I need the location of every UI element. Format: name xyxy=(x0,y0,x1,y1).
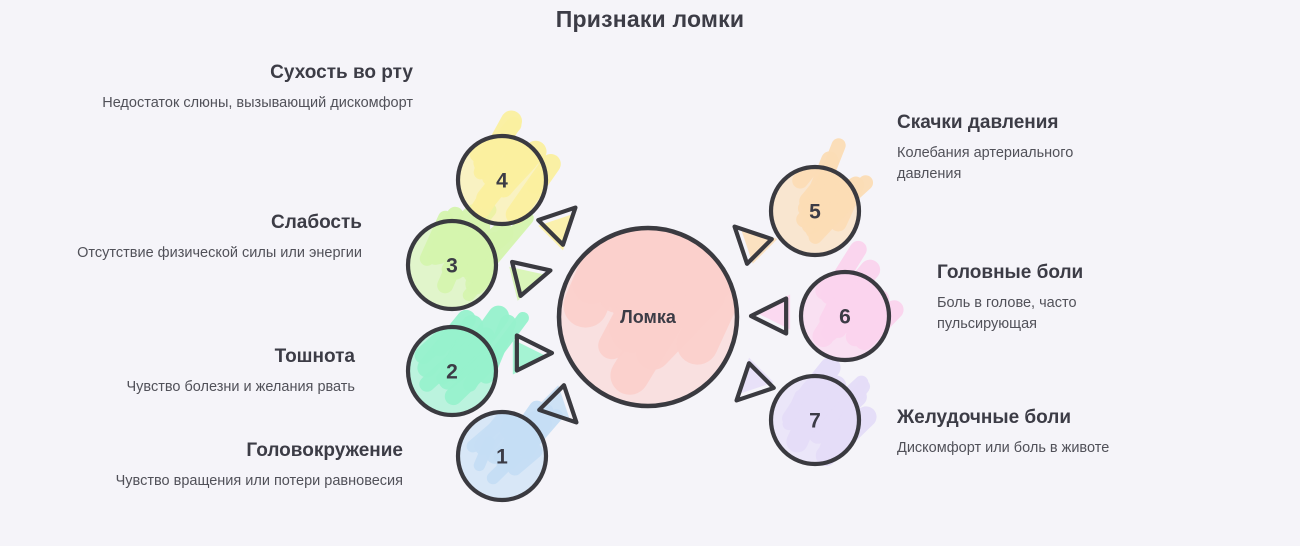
symptom-block-1: Головокружение Чувство вращения или потер… xyxy=(60,438,403,492)
node-number-5: 5 xyxy=(809,201,821,224)
connector-arrow-1 xyxy=(533,383,579,425)
node-circle-7[interactable] xyxy=(768,373,862,467)
symptom-block-2: Тошнота Чувство болезни и желания рвать xyxy=(60,344,356,398)
symptom-title-5: Скачки давления xyxy=(897,112,1059,133)
symptom-title-3: Слабость xyxy=(270,212,362,233)
node-number-4: 4 xyxy=(496,170,508,193)
node-number-6: 6 xyxy=(839,306,851,329)
symptom-title-1: Головокружение xyxy=(246,440,403,461)
node-circle-4[interactable] xyxy=(455,133,549,227)
node-circle-layer: 1 2 3 4 5 6 7 xyxy=(405,133,892,503)
symptom-desc-7: Дискомфорт или боль в животе xyxy=(897,440,1110,456)
symptom-desc-6: Боль в голове, часто пульсирующая xyxy=(937,295,1077,332)
symptom-title-7: Желудочные боли xyxy=(897,407,1072,428)
node-circle-1[interactable] xyxy=(455,409,549,503)
symptom-title-4: Сухость во рту xyxy=(270,62,413,83)
connector-arrow-3 xyxy=(509,259,553,301)
symptom-desc-1: Чувство вращения или потери равновесия xyxy=(115,473,403,489)
arrow-layer xyxy=(509,205,791,425)
symptom-block-4: Сухость во рту Недостаток слюны, вызывающ… xyxy=(60,60,413,114)
symptom-title-6: Головные боли xyxy=(937,262,1084,283)
symptom-title-2: Тошнота xyxy=(274,346,355,367)
node-circle-2[interactable] xyxy=(405,324,499,418)
symptom-block-5: Скачки давления Колебания артериального д… xyxy=(897,110,1127,185)
node-number-7: 7 xyxy=(809,410,821,433)
symptom-desc-2: Чувство болезни и желания рвать xyxy=(126,379,356,395)
symptom-block-7: Желудочные боли Дискомфорт или боль в жив… xyxy=(897,405,1127,459)
connector-arrow-4 xyxy=(536,205,578,251)
page-title: Признаки ломки xyxy=(555,6,745,32)
connector-arrow-6 xyxy=(748,294,791,336)
center-node-label: Ломка xyxy=(620,307,677,327)
connector-arrow-7 xyxy=(734,357,776,403)
symptom-block-3: Слабость Отсутствие физической силы или э… xyxy=(60,210,362,264)
node-circle-6[interactable] xyxy=(798,269,892,363)
center-node-layer: Ломка xyxy=(556,225,740,409)
symptom-desc-4: Недостаток слюны, вызывающий дискомфорт xyxy=(102,95,413,111)
connector-arrow-2 xyxy=(512,333,555,375)
node-circle-5[interactable] xyxy=(768,164,862,258)
node-number-2: 2 xyxy=(446,361,458,384)
symptom-desc-3: Отсутствие физической силы или энергии xyxy=(77,245,362,261)
node-circle-3[interactable] xyxy=(405,218,499,312)
symptom-desc-5: Колебания артериального давления xyxy=(897,145,1074,182)
node-number-1: 1 xyxy=(496,446,508,469)
node-number-3: 3 xyxy=(446,255,458,278)
connector-arrow-5 xyxy=(732,224,778,266)
symptom-block-6: Головные боли Боль в голове, часто пульси… xyxy=(937,260,1167,335)
